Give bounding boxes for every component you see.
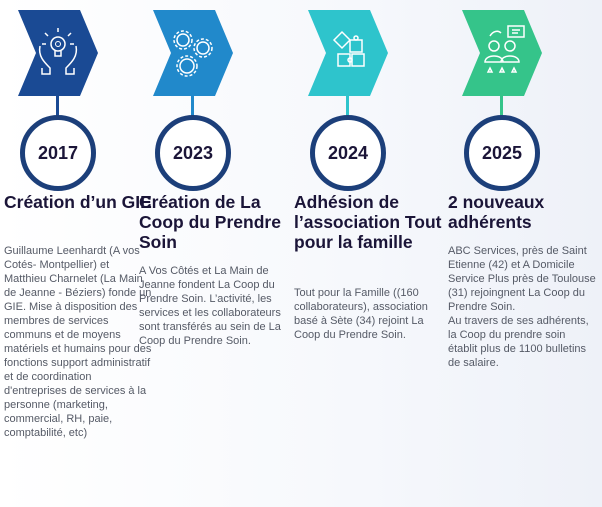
year-badge: 2017 bbox=[20, 115, 96, 191]
step-description: Tout pour la Famille ((160 collaborateur… bbox=[294, 287, 428, 341]
step-title: 2 nouveaux adhérents bbox=[448, 192, 545, 232]
hands-lightbulb-icon bbox=[18, 10, 98, 96]
step-title: Adhésion de l’association Tout pour la f… bbox=[294, 192, 442, 252]
year-badge: 2023 bbox=[155, 115, 231, 191]
year-badge: 2024 bbox=[310, 115, 386, 191]
timeline-step-2025: 2025 2 nouveaux adhérents ABC Services, … bbox=[446, 0, 601, 507]
connector-line bbox=[346, 95, 349, 117]
people-rating-icon bbox=[462, 10, 542, 96]
timeline-step-2023: 2023 Création de La Coop du Prendre Soin… bbox=[137, 0, 292, 507]
step-title: Création de La Coop du Prendre Soin bbox=[139, 192, 281, 252]
step-description: ABC Services, près de Saint Etienne (42)… bbox=[448, 245, 596, 369]
timeline-step-2024: 2024 Adhésion de l’association Tout pour… bbox=[292, 0, 447, 507]
connector-line bbox=[500, 95, 503, 117]
year-badge: 2025 bbox=[464, 115, 540, 191]
step-title: Création d’un GIE bbox=[4, 192, 152, 212]
step-description: A Vos Côtés et La Main de Jeanne fondent… bbox=[139, 265, 281, 347]
connector-line bbox=[56, 95, 59, 117]
step-description: Guillaume Leenhardt (A vos Cotés- Montpe… bbox=[4, 245, 152, 439]
puzzle-icon bbox=[308, 10, 388, 96]
timeline-step-2017: 2017 Création d’un GIE Guillaume Leenhar… bbox=[2, 0, 157, 507]
connector-line bbox=[191, 95, 194, 117]
gears-icon bbox=[153, 10, 233, 96]
